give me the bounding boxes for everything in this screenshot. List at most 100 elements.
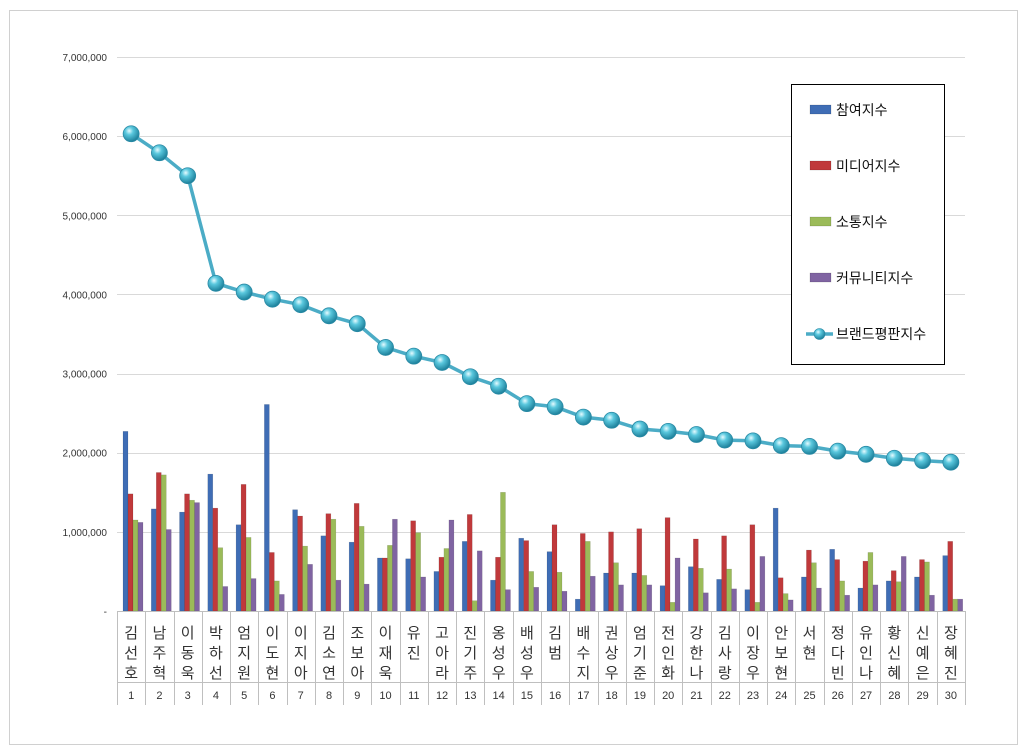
x-category-label-char: 아 [294,664,308,682]
bar [279,594,285,612]
x-category-label-char: 이 [181,624,195,642]
bar [919,559,925,612]
y-tick-label: - [104,607,107,618]
line-point [490,377,508,395]
bar [500,492,506,612]
x-category-label-char: 선 [209,664,223,682]
x-rank-label: 17 [577,690,589,702]
bar [885,580,892,612]
x-category-label-char: 랑 [718,664,732,682]
bar [754,602,761,612]
bar [533,587,539,612]
bar [207,473,214,612]
bar [957,598,963,612]
line-point [659,422,677,440]
bar [222,586,229,612]
x-category-label-char: 신 [887,644,901,662]
x-rank-label: 14 [492,690,504,702]
bar [307,564,313,612]
bar [585,541,591,612]
line-point [914,452,931,470]
line-point [631,420,649,438]
bar [924,561,930,612]
y-tick-label: 4,000,000 [63,290,108,301]
bar [443,548,450,612]
x-category-label-char: 김 [548,624,562,642]
line-point [377,339,394,356]
bar [382,557,388,612]
line-point [942,453,960,471]
x-category-label-char: 주 [152,644,166,662]
bar [631,572,638,612]
x-rank-label: 28 [888,690,900,702]
bar [387,545,393,612]
x-rank-label: 5 [241,690,247,702]
bar [179,511,185,612]
bar [189,499,195,612]
line-point [575,408,592,426]
x-category-label-char: 유 [859,624,873,642]
x-rank-label: 25 [803,690,815,702]
x-category-label-char: 주 [463,664,477,682]
legend-label: 참여지수 [836,103,888,119]
x-category-label-char: 김 [124,624,138,642]
y-tick-label: 2,000,000 [63,449,108,460]
bar [646,584,653,612]
x-category-label-char: 하 [209,644,223,662]
y-tick-label: 5,000,000 [63,211,108,222]
line-point [546,398,564,416]
x-category-label-char: 지 [237,644,251,662]
x-category-label-char: 성 [520,644,534,662]
x-category-label-char: 연 [322,664,336,682]
bar [302,545,308,612]
bar [127,493,134,612]
bar [420,576,426,612]
x-category-label-char: 이 [294,624,308,642]
x-category-label-char: 수 [576,644,590,662]
line-point [829,442,847,460]
bar [132,519,139,612]
x-category-label-char: 우 [492,664,506,682]
x-rank-label: 18 [606,690,618,702]
line-point [518,395,536,413]
x-category-label-char: 이 [379,624,393,642]
bar [674,557,681,612]
bar [608,531,614,612]
bar [556,571,563,612]
x-category-label-char: 성 [492,644,506,662]
legend-swatch [809,160,832,171]
bar [777,577,784,612]
x-rank-label: 3 [185,690,191,702]
x-rank-label: 7 [298,690,304,702]
bar [292,509,298,612]
bar [895,581,902,612]
bar [466,514,473,612]
x-category-label-char: 우 [520,664,534,682]
bar [358,526,365,612]
x-category-label-char: 서 [803,624,817,642]
bar [669,602,676,612]
bar [942,555,948,612]
bar [806,549,812,612]
x-category-label-char: 욱 [181,664,195,682]
bar [726,568,732,612]
x-category-label-char: 신 [916,624,930,642]
x-category-label-char: 조 [350,624,364,642]
x-rank-label: 8 [326,690,332,702]
x-category-label-char: 배 [520,624,534,642]
line-point [801,437,818,455]
x-category-label-char: 빈 [831,664,845,682]
x-category-label-char: 혜 [887,664,901,682]
bar [151,508,157,612]
x-category-label-char: 준 [633,664,647,682]
x-category-label-char: 나 [859,664,873,682]
bar [914,576,920,612]
bar [721,535,727,612]
x-rank-label: 22 [719,690,731,702]
line-point [207,274,225,292]
x-category-label-char: 진 [463,624,477,642]
x-category-label-char: 아 [350,664,364,682]
x-category-label-char: 원 [237,664,251,682]
bar [410,520,416,612]
